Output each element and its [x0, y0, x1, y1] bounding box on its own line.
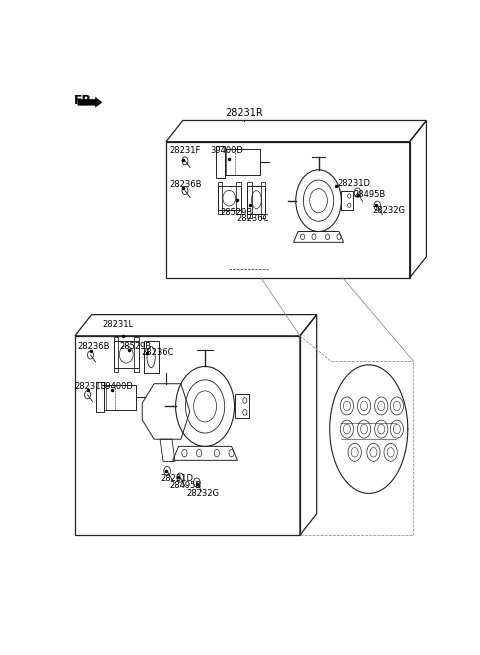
Text: 39400D: 39400D [100, 382, 133, 391]
Text: 28231D: 28231D [160, 474, 193, 483]
Text: 28236B: 28236B [78, 343, 110, 352]
Text: 28232G: 28232G [372, 206, 406, 215]
Text: 28231D: 28231D [337, 179, 370, 187]
Text: 28231L: 28231L [103, 320, 134, 329]
Text: 28231F: 28231F [170, 145, 201, 155]
Text: 28236B: 28236B [170, 180, 202, 189]
Bar [236, 182, 241, 214]
Text: 39400D: 39400D [211, 145, 243, 155]
Polygon shape [78, 97, 102, 107]
Bar [144, 341, 158, 373]
Bar [114, 337, 118, 371]
Bar [216, 146, 225, 178]
Text: 28236C: 28236C [142, 348, 174, 357]
Bar [105, 384, 136, 410]
Bar [218, 182, 222, 214]
Text: FR.: FR. [74, 94, 97, 107]
Text: 28236C: 28236C [237, 214, 269, 223]
Bar [218, 186, 241, 210]
Bar [248, 181, 252, 217]
Bar [225, 149, 260, 175]
Bar [134, 337, 139, 371]
Bar [96, 383, 105, 413]
Bar [261, 181, 265, 217]
Text: 28231R: 28231R [225, 108, 263, 118]
Text: 28529B: 28529B [220, 208, 252, 217]
Text: 28231F: 28231F [75, 382, 106, 391]
Bar [114, 341, 139, 367]
Text: 28529B: 28529B [120, 343, 152, 352]
Text: 28495B: 28495B [169, 481, 201, 490]
Text: 28495B: 28495B [354, 190, 386, 199]
Text: 28232G: 28232G [186, 489, 219, 498]
Bar [248, 186, 265, 214]
